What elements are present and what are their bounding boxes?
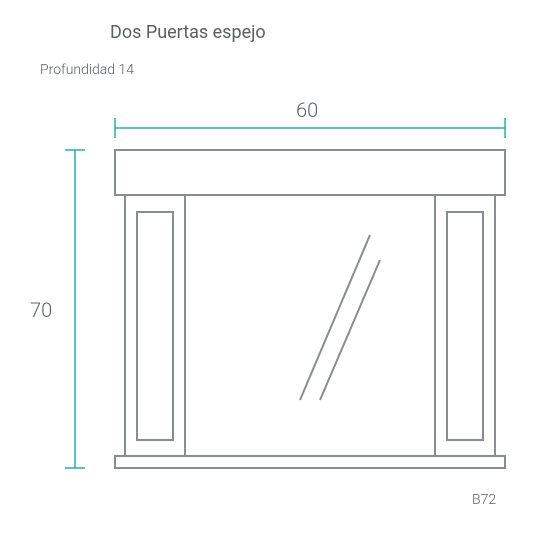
- cabinet-drawing: [0, 0, 550, 550]
